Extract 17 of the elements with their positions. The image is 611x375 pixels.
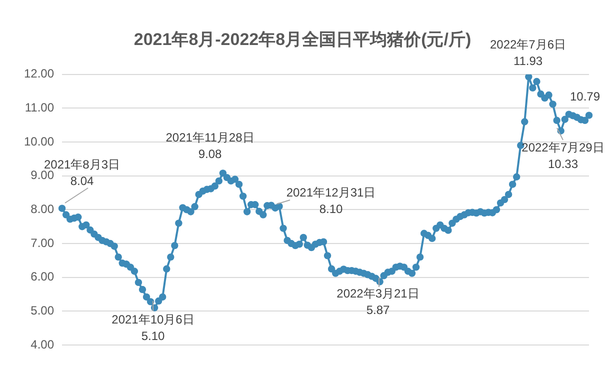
annotation: 2022年3月21日 5.87 [336, 286, 420, 317]
y-tick-label: 9.00 [30, 168, 54, 182]
annotation: 2021年10月6日 5.10 [112, 312, 194, 343]
text: 2022年7月6日 11.93 [490, 37, 566, 68]
y-tick-label: 6.00 [30, 270, 54, 284]
y-tick-label: 7.00 [30, 236, 54, 250]
y-tick-label: 10.00 [24, 134, 54, 148]
y-tick-label: 12.00 [24, 66, 54, 81]
y-tick-label: 8.00 [30, 202, 54, 216]
y-tick-label: 5.00 [30, 303, 54, 318]
annotation: 2021年12月31日 8.10 [286, 185, 376, 216]
y-tick-label: 4.00 [30, 337, 54, 352]
annotation: 2021年11月28日 9.08 [166, 130, 254, 161]
annotation: 10.79 [570, 89, 600, 104]
chart-title: 2021年8月-2022年8月全国日平均猪价(元/斤) [134, 30, 472, 49]
y-tick-label: 11.00 [24, 100, 54, 115]
annotation: 2022年7月29日 10.33 [522, 140, 604, 171]
